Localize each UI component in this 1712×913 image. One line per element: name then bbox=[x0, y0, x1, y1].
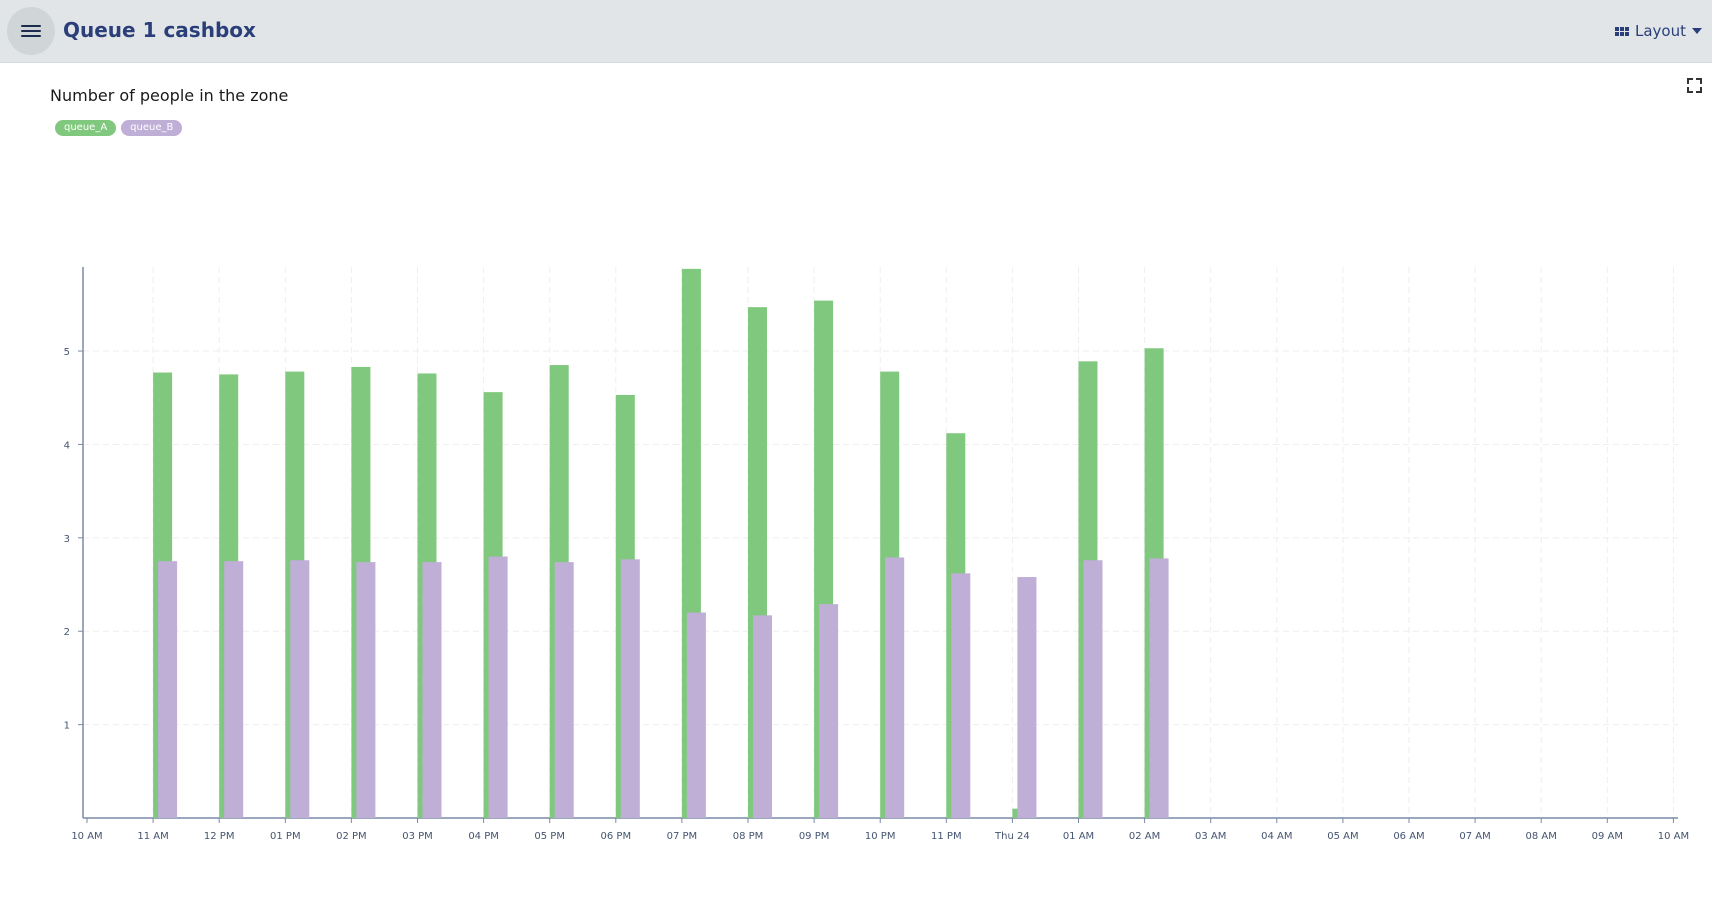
x-tick-label: 01 AM bbox=[1063, 831, 1094, 842]
x-tick-label: 02 PM bbox=[336, 831, 367, 842]
x-tick-label: 11 AM bbox=[137, 831, 168, 842]
x-tick-label: 04 PM bbox=[468, 831, 499, 842]
x-tick-label: 10 AM bbox=[1658, 831, 1689, 842]
hamburger-icon-line bbox=[21, 30, 41, 32]
chart-legend: queue_A queue_B bbox=[55, 120, 183, 136]
bar-queue-b bbox=[554, 562, 574, 818]
x-tick-label: 02 AM bbox=[1129, 831, 1160, 842]
bar-queue-b bbox=[686, 612, 706, 818]
layout-dropdown-button[interactable]: Layout bbox=[1615, 20, 1702, 42]
x-tick-label: 10 PM bbox=[865, 831, 896, 842]
hamburger-icon-line bbox=[21, 35, 41, 37]
x-tick-label: 06 PM bbox=[601, 831, 632, 842]
x-tick-label: 01 PM bbox=[270, 831, 301, 842]
x-tick-label: 11 PM bbox=[931, 831, 962, 842]
bar-queue-b bbox=[885, 557, 905, 818]
x-tick-label: 08 AM bbox=[1526, 831, 1557, 842]
y-tick-label: 1 bbox=[64, 721, 70, 732]
chart-title: Number of people in the zone bbox=[50, 86, 289, 105]
y-tick-label: 2 bbox=[64, 627, 70, 638]
x-tick-label: 09 PM bbox=[799, 831, 830, 842]
page-title: Queue 1 cashbox bbox=[63, 18, 256, 42]
expand-icon[interactable] bbox=[1687, 78, 1702, 93]
bar-queue-b bbox=[224, 561, 244, 818]
bar-queue-b bbox=[290, 560, 310, 818]
x-tick-label: 03 AM bbox=[1195, 831, 1226, 842]
y-tick-label: 4 bbox=[64, 440, 70, 451]
bar-queue-b bbox=[422, 562, 442, 818]
x-tick-label: 05 AM bbox=[1327, 831, 1358, 842]
bar-queue-b bbox=[1083, 560, 1103, 818]
bar-queue-b bbox=[356, 562, 376, 818]
legend-item-queue-b[interactable]: queue_B bbox=[121, 120, 183, 136]
bar-queue-b bbox=[1017, 577, 1037, 818]
bar-queue-b bbox=[819, 604, 839, 818]
top-bar: Queue 1 cashbox Layout bbox=[0, 0, 1712, 63]
hamburger-menu-button[interactable] bbox=[7, 7, 55, 55]
x-tick-label: 09 AM bbox=[1592, 831, 1623, 842]
x-tick-label: 06 AM bbox=[1393, 831, 1424, 842]
chevron-down-icon bbox=[1692, 28, 1702, 34]
x-tick-label: 07 AM bbox=[1459, 831, 1490, 842]
x-tick-label: 10 AM bbox=[71, 831, 102, 842]
y-tick-label: 3 bbox=[64, 534, 70, 545]
x-tick-label: 03 PM bbox=[402, 831, 433, 842]
y-tick-label: 5 bbox=[64, 347, 70, 358]
bar-queue-b bbox=[620, 559, 640, 818]
layout-label: Layout bbox=[1635, 22, 1686, 40]
x-tick-label: 12 PM bbox=[204, 831, 235, 842]
bar-queue-b bbox=[753, 615, 772, 818]
grid-icon bbox=[1615, 26, 1629, 36]
x-tick-label: 04 AM bbox=[1261, 831, 1292, 842]
bar-queue-b bbox=[1149, 558, 1169, 818]
x-tick-label: 08 PM bbox=[733, 831, 764, 842]
bar-queue-b bbox=[488, 556, 508, 818]
x-tick-label: 07 PM bbox=[667, 831, 698, 842]
x-tick-label: Thu 24 bbox=[994, 831, 1030, 842]
legend-item-queue-a[interactable]: queue_A bbox=[55, 120, 117, 136]
bar-queue-b bbox=[158, 561, 178, 818]
hamburger-icon-line bbox=[21, 25, 41, 27]
x-tick-label: 05 PM bbox=[534, 831, 565, 842]
bar-queue-b bbox=[951, 573, 971, 818]
